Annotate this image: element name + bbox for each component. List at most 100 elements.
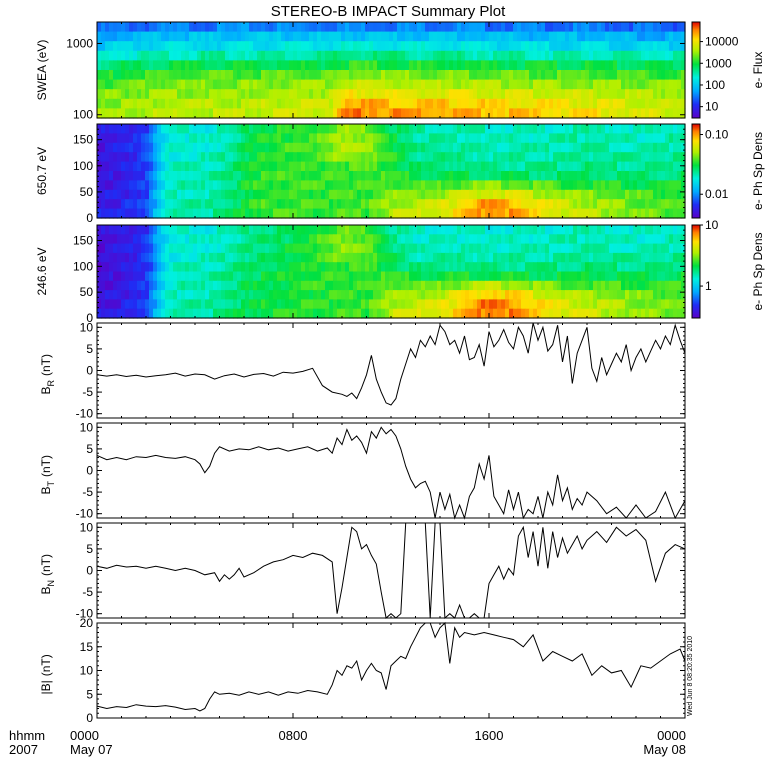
heatmap-cell [273, 50, 278, 61]
heatmap-cell [233, 243, 238, 254]
heatmap-cell [665, 308, 670, 319]
heatmap-cell [485, 161, 490, 172]
heatmap-cell [345, 31, 350, 42]
heatmap-cell [629, 124, 634, 134]
heatmap-cell [645, 60, 650, 71]
heatmap-cell [521, 133, 526, 144]
heatmap-cell [329, 70, 334, 81]
heatmap-cell [185, 152, 190, 163]
heatmap-cell [113, 161, 118, 172]
heatmap-cell [213, 271, 218, 282]
heatmap-cell [185, 161, 190, 172]
heatmap-cell [573, 243, 578, 254]
heatmap-cell [421, 89, 426, 100]
heatmap-cell [453, 98, 458, 109]
heatmap-cell [561, 243, 566, 254]
heatmap-cell [385, 41, 390, 52]
heatmap-cell [485, 89, 490, 100]
heatmap-cell [429, 225, 434, 235]
heatmap-cell [373, 199, 378, 210]
heatmap-cell [669, 208, 674, 219]
heatmap-cell [361, 22, 366, 33]
heatmap-cell [329, 234, 334, 245]
heatmap-cell [649, 208, 654, 219]
heatmap-cell [377, 79, 382, 90]
heatmap-cell [173, 50, 178, 61]
heatmap-cell [357, 89, 362, 100]
heatmap-cell [337, 152, 342, 163]
heatmap-cell [629, 208, 634, 219]
heatmap-cell [257, 308, 262, 319]
heatmap-cell [457, 108, 462, 119]
heatmap-cell [657, 199, 662, 210]
heatmap-cell [417, 79, 422, 90]
heatmap-cell [573, 189, 578, 200]
heatmap-cell [449, 180, 454, 191]
heatmap-cell [117, 308, 122, 319]
heatmap-cell [157, 243, 162, 254]
heatmap-cell [625, 161, 630, 172]
heatmap-cell [473, 89, 478, 100]
heatmap-cell [661, 152, 666, 163]
heatmap-cell [461, 262, 466, 273]
heatmap-cell [641, 180, 646, 191]
heatmap-cell [121, 271, 126, 282]
heatmap-cell [481, 41, 486, 52]
heatmap-cell [317, 225, 322, 235]
heatmap-cell [317, 290, 322, 300]
heatmap-cell [353, 290, 358, 300]
heatmap-cell [489, 308, 494, 319]
heatmap-cell [373, 280, 378, 291]
heatmap-cell [429, 108, 434, 119]
heatmap-cell [557, 60, 562, 71]
heatmap-cell [105, 252, 110, 263]
heatmap-cell [301, 208, 306, 219]
heatmap-cell [277, 31, 282, 42]
heatmap-cell [545, 152, 550, 163]
heatmap-cell [609, 271, 614, 282]
heatmap-cell [101, 89, 106, 100]
heatmap-cell [533, 243, 538, 254]
heatmap-cell [493, 41, 498, 52]
heatmap-cell [361, 50, 366, 61]
heatmap-cell [305, 50, 310, 61]
heatmap-cell [653, 208, 658, 219]
heatmap-cell [397, 171, 402, 181]
heatmap-cell [405, 50, 410, 61]
heatmap-cell [257, 252, 262, 263]
heatmap-cell [645, 308, 650, 319]
heatmap-cell [469, 299, 474, 310]
heatmap-cell [557, 171, 562, 181]
heatmap-cell [517, 271, 522, 282]
heatmap-cell [289, 180, 294, 191]
heatmap-cell [625, 60, 630, 71]
heatmap-cell [545, 79, 550, 90]
heatmap-cell [497, 152, 502, 163]
heatmap-cell [601, 199, 606, 210]
heatmap-cell [397, 50, 402, 61]
heatmap-cell [481, 271, 486, 282]
heatmap-cell [101, 308, 106, 319]
heatmap-cell [117, 41, 122, 52]
heatmap-cell [369, 208, 374, 219]
heatmap-cell [577, 280, 582, 291]
heatmap-cell [629, 79, 634, 90]
heatmap-cell [321, 41, 326, 52]
heatmap-cell [629, 262, 634, 273]
heatmap-cell [245, 280, 250, 291]
heatmap-cell [413, 60, 418, 71]
heatmap-cell [365, 50, 370, 61]
heatmap-cell [549, 41, 554, 52]
heatmap-cell [101, 271, 106, 282]
heatmap-cell [633, 152, 638, 163]
heatmap-cell [537, 271, 542, 282]
heatmap-cell [405, 60, 410, 71]
heatmap-cell [293, 89, 298, 100]
heatmap-cell [629, 171, 634, 181]
heatmap-cell [649, 225, 654, 235]
heatmap-cell [149, 252, 154, 263]
heatmap-cell [133, 180, 138, 191]
heatmap-cell [657, 70, 662, 81]
heatmap-cell [129, 89, 134, 100]
heatmap-cell [589, 308, 594, 319]
